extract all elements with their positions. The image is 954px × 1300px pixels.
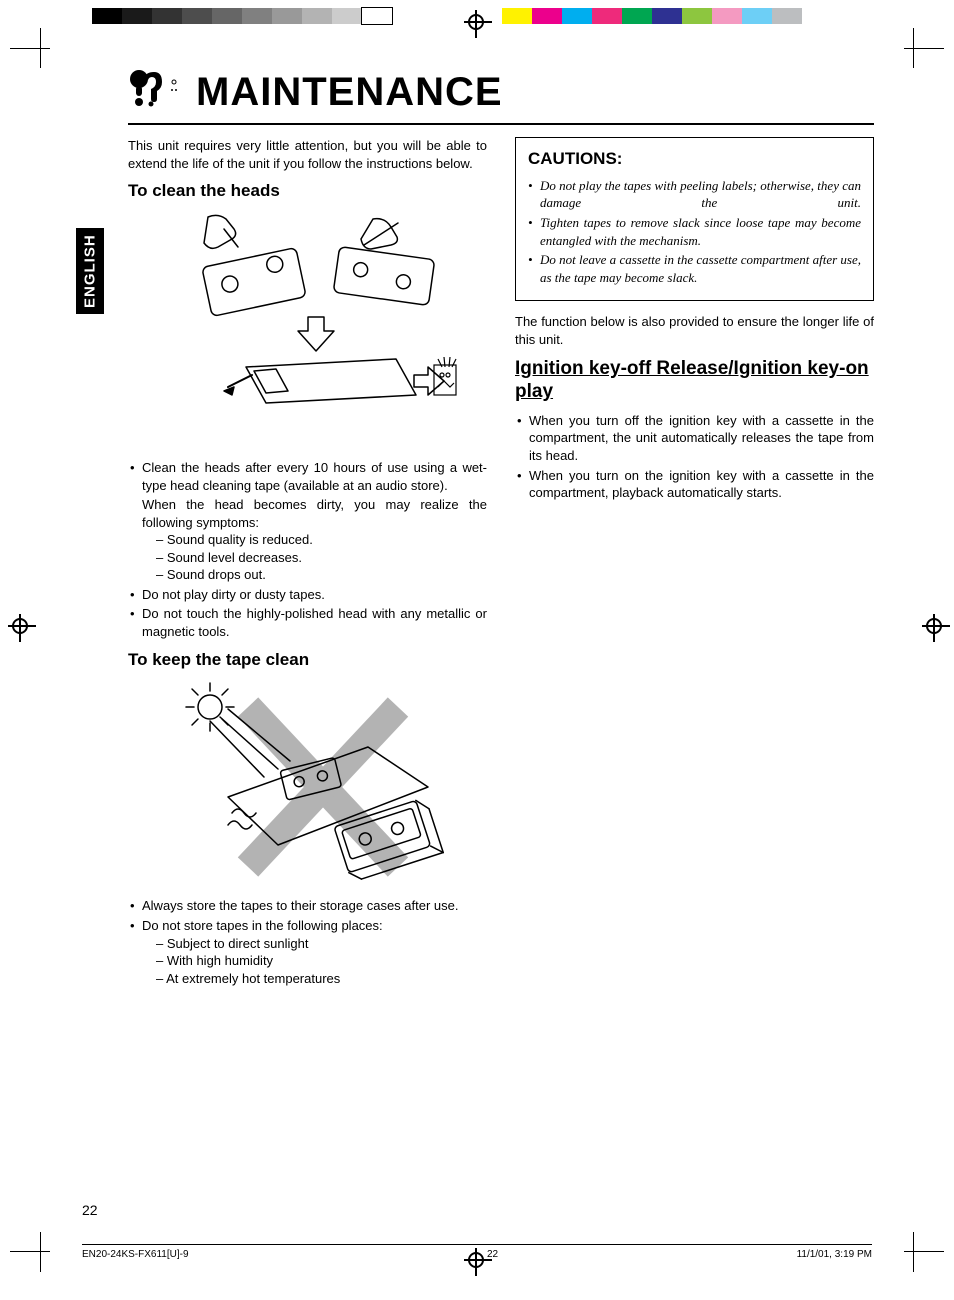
- list-item: When you turn on the ignition key with a…: [515, 467, 874, 502]
- list-item: Tighten tapes to remove slack since loos…: [528, 214, 861, 249]
- slug-datetime: 11/1/01, 3:19 PM: [797, 1249, 872, 1260]
- places-list: Subject to direct sunlight With high hum…: [142, 935, 487, 988]
- cautions-list: Do not play the tapes with peeling label…: [528, 177, 861, 286]
- keep-tape-clean-heading: To keep the tape clean: [128, 649, 487, 672]
- clean-heads-illustration: [128, 209, 487, 449]
- registration-mark-right-icon: [926, 618, 942, 634]
- left-column: This unit requires very little attention…: [128, 137, 487, 989]
- footer-slugline: EN20-24KS-FX611[U]-9 22 11/1/01, 3:19 PM: [82, 1244, 872, 1260]
- cautions-box: CAUTIONS: Do not play the tapes with pee…: [515, 137, 874, 301]
- below-caution-text: The function below is also provided to e…: [515, 313, 874, 348]
- page-title: MAINTENANCE: [196, 70, 503, 115]
- right-column: CAUTIONS: Do not play the tapes with pee…: [515, 137, 874, 989]
- slug-file: EN20-24KS-FX611[U]-9: [82, 1249, 189, 1260]
- keep-tape-clean-illustration: [128, 677, 487, 887]
- list-item: Sound drops out.: [156, 566, 487, 584]
- list-item: Sound level decreases.: [156, 549, 487, 567]
- list-item: Do not leave a cassette in the cassette …: [528, 251, 861, 286]
- list-item: Sound quality is reduced.: [156, 531, 487, 549]
- crop-mark-bottom-right-icon: [904, 1232, 944, 1272]
- slug-page: 22: [487, 1249, 498, 1260]
- list-item: Always store the tapes to their storage …: [128, 897, 487, 915]
- page-number: 22: [82, 1202, 98, 1218]
- list-item: Do not store tapes in the following plac…: [128, 917, 487, 987]
- symptom-list: Sound quality is reduced. Sound level de…: [142, 531, 487, 584]
- ignition-section-heading: Ignition key-off Release/Ignition key-on…: [515, 358, 874, 404]
- list-item: Subject to direct sunlight: [156, 935, 487, 953]
- list-item: When you turn off the ignition key with …: [515, 412, 874, 465]
- clean-heads-list: Clean the heads after every 10 hours of …: [128, 459, 487, 640]
- language-tab: ENGLISH: [76, 228, 104, 314]
- registration-mark-left-icon: [12, 618, 28, 634]
- keep-tape-list: Always store the tapes to their storage …: [128, 897, 487, 987]
- crop-mark-top-right-icon: [904, 28, 944, 68]
- page-title-row: MAINTENANCE: [128, 68, 874, 125]
- registration-mark-top-icon: [468, 14, 484, 30]
- list-item: Do not play the tapes with peeling label…: [528, 177, 861, 212]
- cautions-heading: CAUTIONS:: [528, 148, 861, 171]
- list-item: With high humidity: [156, 952, 487, 970]
- symptom-lead: When the head becomes dirty, you may rea…: [142, 494, 487, 531]
- crop-mark-bottom-left-icon: [10, 1232, 50, 1272]
- crop-mark-top-left-icon: [10, 28, 50, 68]
- clean-heads-heading: To clean the heads: [128, 180, 487, 203]
- ignition-list: When you turn off the ignition key with …: [515, 412, 874, 502]
- list-item: Clean the heads after every 10 hours of …: [128, 459, 487, 584]
- list-item: At extremely hot temperatures: [156, 970, 487, 988]
- intro-text: This unit requires very little attention…: [128, 137, 487, 172]
- list-item: Do not touch the highly-polished head wi…: [128, 605, 487, 640]
- maintenance-question-icon: [128, 68, 182, 117]
- list-item: Do not play dirty or dusty tapes.: [128, 586, 487, 604]
